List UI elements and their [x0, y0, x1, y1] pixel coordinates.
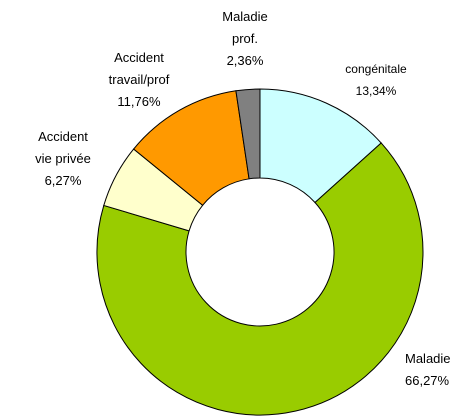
category-label: vie privée	[35, 151, 91, 166]
category-label: Accident	[114, 50, 164, 65]
category-label: congénitale	[345, 62, 407, 76]
value-label: 66,27%	[405, 373, 450, 388]
category-label: Maladie	[405, 351, 451, 366]
donut-segment	[96, 142, 424, 416]
value-label: 13,34%	[356, 84, 397, 98]
donut-segment	[235, 88, 261, 180]
value-label: 11,76%	[117, 94, 161, 109]
category-label: prof.	[232, 31, 258, 46]
category-label: Maladie	[222, 9, 268, 24]
value-label: 2,36%	[227, 53, 264, 68]
category-label: travail/prof	[109, 72, 170, 87]
category-label: Accident	[38, 129, 88, 144]
value-label: 6,27%	[45, 173, 82, 188]
